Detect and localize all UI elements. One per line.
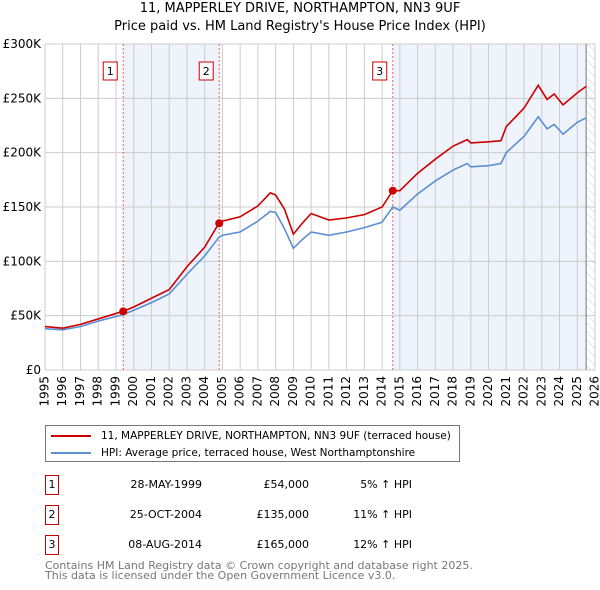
legend-label: 11, MAPPERLEY DRIVE, NORTHAMPTON, NN3 9U…	[101, 429, 451, 442]
chart-title: 11, MAPPERLEY DRIVE, NORTHAMPTON, NN3 9U…	[139, 1, 461, 16]
sale-hpi-diff: 12% ↑ HPI	[353, 538, 412, 551]
x-tick-label: 2002	[162, 376, 176, 407]
y-tick-label: £50K	[10, 309, 42, 323]
x-tick-label: 2005	[215, 376, 229, 407]
sale-row: 3 08-AUG-2014 £165,000 12% ↑ HPI	[45, 535, 465, 555]
sale-marker-badge: 1	[45, 475, 59, 495]
x-tick-label: 2019	[463, 376, 477, 407]
x-tick-label: 2014	[375, 376, 389, 407]
x-tick-label: 2007	[250, 376, 264, 407]
y-tick-label: £300K	[3, 37, 43, 51]
y-tick-label: £0	[26, 363, 41, 377]
y-tick-label: £150K	[3, 200, 43, 214]
x-tick-label: 2018	[446, 376, 460, 407]
x-tick-label: 2015	[392, 376, 406, 407]
sale-marker-badge: 2	[45, 505, 59, 525]
footer-copyright: Contains HM Land Registry data © Crown c…	[45, 559, 473, 572]
x-tick-label: 2022	[517, 376, 531, 407]
x-tick-label: 2026	[588, 376, 600, 407]
sale-label: 1	[107, 65, 114, 78]
x-tick-label: 2023	[534, 376, 548, 407]
sale-date: 28-MAY-1999	[130, 478, 202, 491]
legend-item-hpi: HPI: Average price, terraced house, West…	[46, 444, 415, 461]
sale-label-box	[198, 61, 214, 81]
chart-subtitle: Price paid vs. HM Land Registry's House …	[114, 19, 486, 34]
sale-row: 2 25-OCT-2004 £135,000 11% ↑ HPI	[45, 505, 465, 525]
sale-point	[119, 307, 128, 316]
legend-swatch-red	[51, 434, 91, 437]
sale-price: £135,000	[256, 508, 310, 521]
sale-price: £165,000	[256, 538, 310, 551]
sale-point	[215, 219, 224, 228]
sale-point	[388, 186, 397, 195]
y-tick-label: £200K	[3, 146, 43, 160]
x-tick-label: 2009	[286, 376, 300, 407]
x-tick-label: 2004	[197, 376, 211, 407]
y-tick-label: £250K	[3, 91, 43, 105]
price-chart: 1995 1996 1997 1998 1999 2000 2001 2002 2003 2004…	[3, 37, 600, 407]
x-tick-label: 1998	[91, 376, 105, 407]
sale-row: 1 28-MAY-1999 £54,000 5% ↑ HPI	[45, 475, 465, 495]
x-tick-label: 1996	[55, 376, 69, 407]
sale-label-box	[102, 61, 118, 81]
sale-label: 2	[203, 65, 210, 78]
x-tick-label: 2013	[357, 376, 371, 407]
sale-marker-badge: 3	[45, 535, 59, 555]
sale-hpi-diff: 11% ↑ HPI	[353, 508, 412, 521]
x-tick-label: 1995	[38, 376, 52, 407]
legend-item-property: 11, MAPPERLEY DRIVE, NORTHAMPTON, NN3 9U…	[46, 427, 451, 444]
hpi-series-line	[44, 115, 587, 331]
x-tick-label: 2010	[304, 376, 318, 407]
x-tick-label: 2000	[126, 376, 140, 407]
sale-date: 25-OCT-2004	[129, 508, 202, 521]
property-series-line	[44, 83, 587, 329]
x-tick-label: 2003	[179, 376, 193, 407]
legend-label: HPI: Average price, terraced house, West…	[101, 446, 416, 459]
x-tick-label: 2017	[428, 376, 442, 407]
y-tick-label: £100K	[3, 254, 43, 268]
x-tick-label: 2008	[268, 376, 282, 407]
sale-price: £54,000	[263, 478, 310, 491]
x-tick-label: 2001	[144, 376, 158, 407]
legend: 11, MAPPERLEY DRIVE, NORTHAMPTON, NN3 9U…	[45, 425, 460, 462]
footer: Contains HM Land Registry data © Crown c…	[45, 559, 473, 582]
x-tick-label: 2020	[481, 376, 495, 407]
sale-label-box	[372, 61, 388, 81]
x-tick-label: 2006	[233, 376, 247, 407]
sale-label: 3	[376, 65, 383, 78]
x-tick-label: 2016	[410, 376, 424, 407]
x-tick-label: 2024	[552, 376, 566, 407]
sale-hpi-diff: 5% ↑ HPI	[360, 478, 412, 491]
footer-licence: This data is licensed under the Open Gov…	[45, 569, 396, 582]
x-tick-label: 2025	[570, 376, 584, 407]
x-tick-label: 2021	[499, 376, 513, 407]
x-tick-label: 1999	[108, 376, 122, 407]
x-tick-label: 2012	[339, 376, 353, 407]
x-tick-label: 1997	[73, 376, 87, 407]
x-tick-label: 2011	[321, 376, 335, 407]
sale-date: 08-AUG-2014	[128, 538, 202, 551]
legend-swatch-blue	[51, 451, 91, 454]
